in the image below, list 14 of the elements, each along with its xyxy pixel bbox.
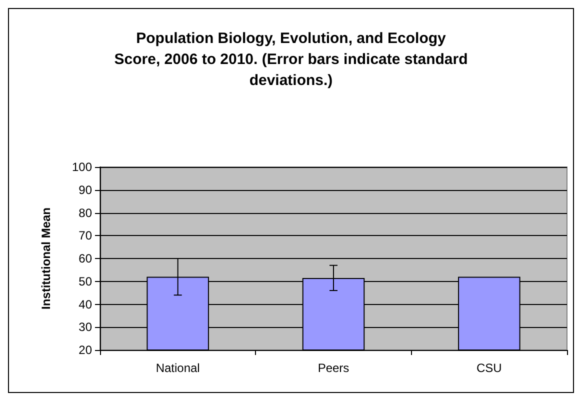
y-tick-label: 30	[78, 320, 92, 334]
x-tick-label: Peers	[318, 361, 350, 375]
y-tick-label: 20	[78, 343, 92, 357]
y-tick-label: 80	[78, 206, 92, 220]
y-tick-label: 90	[78, 182, 92, 197]
x-tick-label: CSU	[476, 361, 502, 375]
y-tick-label: 60	[78, 252, 92, 266]
chart-title: Population Biology, Evolution, and Ecology Score, 2006 to 2010. (Error bars indicate standard deviations.)	[114, 30, 468, 89]
y-tick-label: 70	[78, 228, 92, 243]
y-axis-title: Institutional Mean	[39, 208, 53, 310]
y-tick-label: 50	[78, 274, 92, 288]
y-tick-label: 40	[78, 297, 92, 312]
y-tick-label: 100	[72, 160, 92, 174]
x-tick-label: National	[156, 361, 200, 375]
